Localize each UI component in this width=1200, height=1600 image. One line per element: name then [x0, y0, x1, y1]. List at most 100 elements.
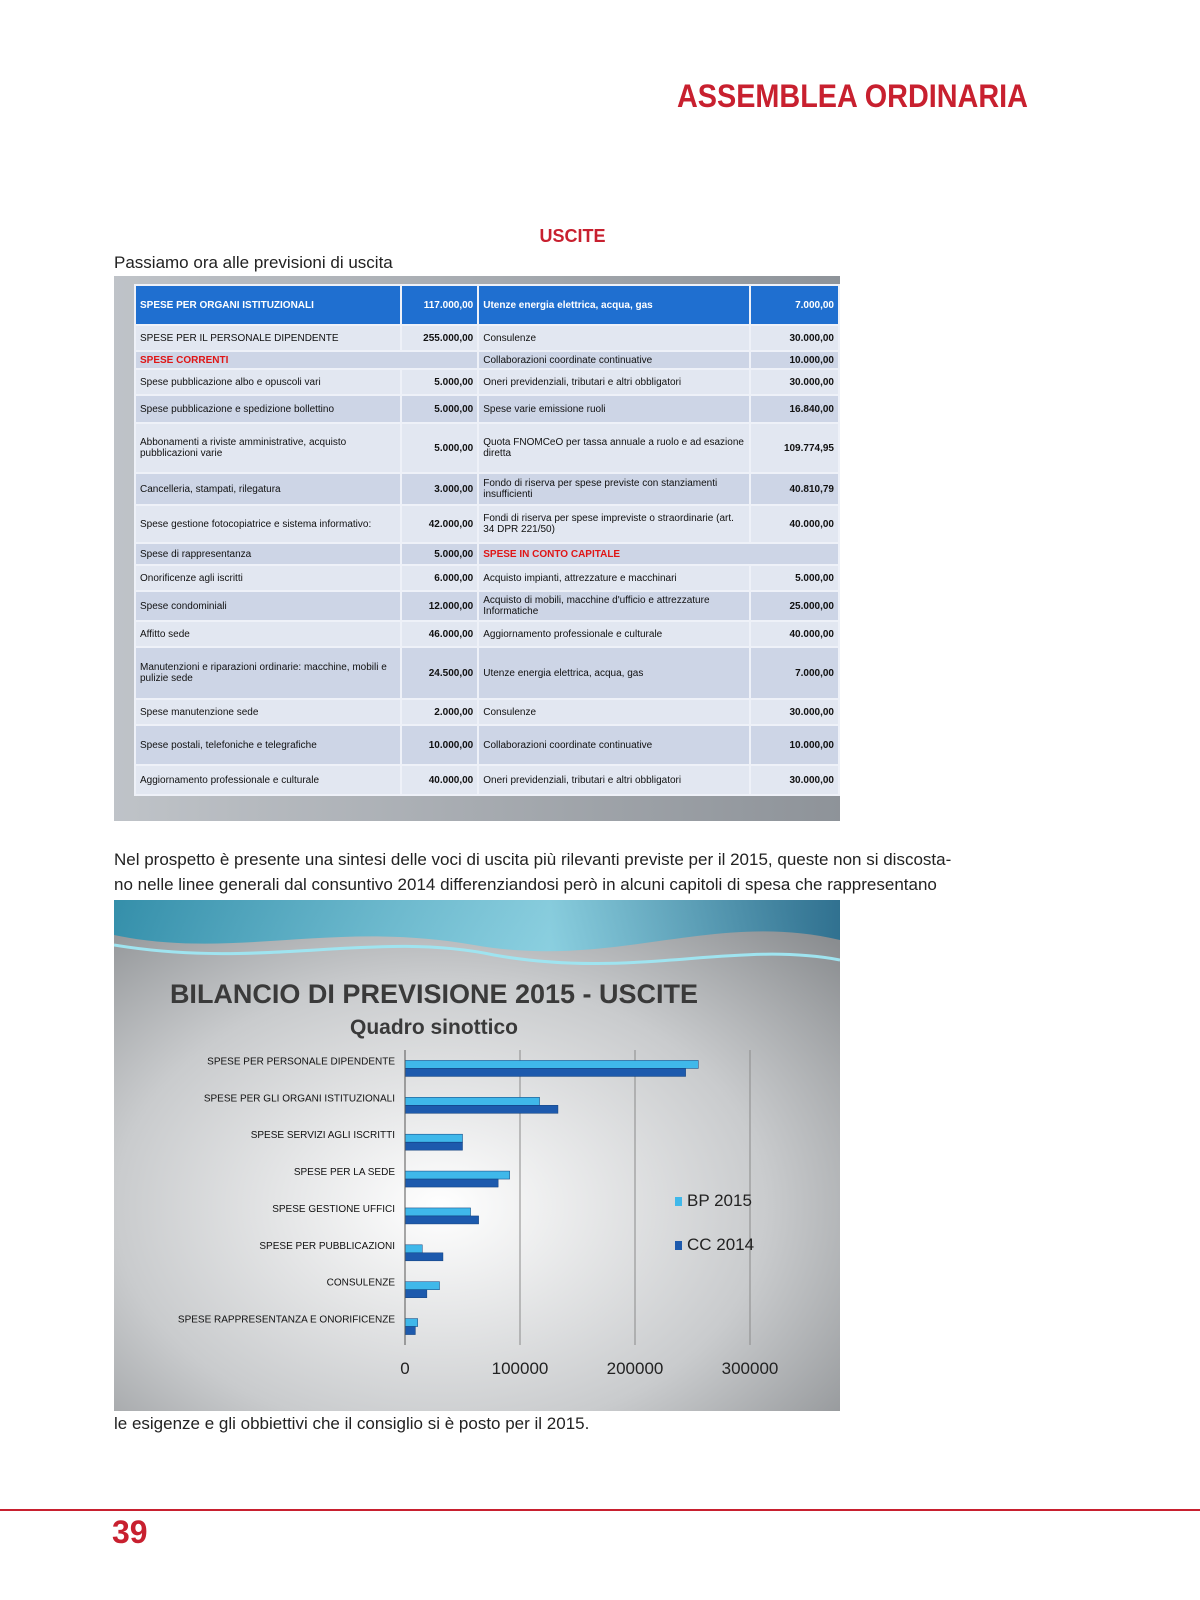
y-tick-label: SPESE GESTIONE UFFICI: [272, 1204, 395, 1215]
y-tick-label: SPESE PER LA SEDE: [294, 1167, 395, 1178]
bar: [404, 1178, 499, 1188]
table-cell: 3.000,00: [399, 472, 480, 506]
table-cell: 5.000,00: [399, 422, 480, 474]
table-cell: Spese manutenzione sede: [134, 698, 402, 726]
legend-label: BP 2015: [687, 1191, 752, 1210]
table-cell: SPESE PER ORGANI ISTITUZIONALI: [134, 284, 402, 326]
x-tick-label: 100000: [492, 1359, 549, 1378]
bar: [404, 1105, 559, 1114]
table-cell: Abbonamenti a riviste amministrative, ac…: [134, 422, 402, 474]
table-cell: 40.000,00: [748, 504, 840, 544]
chart: BILANCIO DI PREVISIONE 2015 - USCITE Qua…: [114, 900, 840, 1411]
legend-label: CC 2014: [687, 1235, 754, 1254]
table-row: SPESE PER ORGANI ISTITUZIONALI 117.000,00…: [134, 284, 840, 326]
table-cell: Spese pubblicazione albo e opuscoli vari: [134, 368, 402, 396]
table-row: Spese gestione fotocopiatrice e sistema …: [134, 504, 840, 544]
bar: [404, 1252, 444, 1262]
footer-rule: [0, 1509, 1200, 1511]
table-cell: 40.000,00: [748, 620, 840, 648]
legend-swatch: [675, 1197, 682, 1206]
bar: [404, 1326, 416, 1335]
table-cell: 5.000,00: [399, 542, 480, 566]
table-cell: 2.000,00: [399, 698, 480, 726]
x-tick-label: 300000: [722, 1359, 779, 1378]
table-cell: 30.000,00: [748, 368, 840, 396]
paragraph-line: no nelle linee generali dal consuntivo 2…: [114, 875, 937, 894]
table-row: Onorificenze agli iscritti 6.000,00 Acquis…: [134, 564, 840, 592]
table: SPESE PER ORGANI ISTITUZIONALI 117.000,00…: [133, 284, 840, 796]
table-cell: Manutenzioni e riparazioni ordinarie: ma…: [134, 646, 402, 700]
y-tick-label: SPESE PER GLI ORGANI ISTITUZIONALI: [204, 1093, 395, 1104]
table-cell: 10.000,00: [399, 724, 480, 766]
table-cell: Collaborazioni coordinate continuative: [477, 724, 751, 766]
wave: [114, 900, 840, 952]
table-row: Aggiornamento professionale e culturale 4…: [134, 764, 840, 796]
chart-title: BILANCIO DI PREVISIONE 2015 - USCITE: [170, 979, 698, 1009]
table-cell: 109.774,95: [748, 422, 840, 474]
table-row: Spese di rappresentanza 5.000,00 SPESE IN …: [134, 542, 840, 566]
table-cell: SPESE CORRENTI: [133, 350, 480, 370]
table-cell: Consulenze: [477, 698, 751, 726]
bar: [404, 1207, 471, 1217]
closing: le esigenze e gli obbiettivi che il cons…: [114, 1414, 590, 1433]
table-cell: Spese di rappresentanza: [134, 542, 402, 566]
table-cell: 30.000,00: [748, 764, 840, 796]
table-cell: Fondo di riserva per spese previste con …: [477, 472, 751, 506]
table-cell: 10.000,00: [748, 350, 840, 370]
table-cell: 24.500,00: [399, 646, 480, 700]
table-cell: Affitto sede: [134, 620, 402, 648]
table-cell: Spese gestione fotocopiatrice e sistema …: [134, 504, 402, 544]
wave-line: [114, 943, 840, 966]
bar: [404, 1289, 428, 1298]
table-row: SPESE PER IL PERSONALE DIPENDENTE 255.000…: [134, 324, 840, 352]
table-cell: 7.000,00: [748, 284, 840, 326]
y-tick-label: CONSULENZE: [327, 1278, 396, 1289]
bar: [404, 1060, 699, 1069]
y-tick-label: SPESE PER PERSONALE DIPENDENTE: [207, 1056, 395, 1067]
table-cell: Fondi di riserva per spese impreviste o …: [477, 504, 751, 544]
table-cell: Aggiornamento professionale e culturale: [134, 764, 402, 796]
table-cell: Onorificenze agli iscritti: [134, 564, 402, 592]
table-cell: Utenze energia elettrica, acqua, gas: [477, 284, 751, 326]
table-row: Manutenzioni e riparazioni ordinarie: ma…: [134, 646, 840, 700]
table-cell: Consulenze: [477, 324, 751, 352]
table-box: SPESE PER ORGANI ISTITUZIONALI 117.000,00…: [114, 276, 840, 821]
header-title: ASSEMBLEA ORDINARIA: [677, 78, 1028, 114]
table-cell: 25.000,00: [748, 590, 840, 622]
bar: [404, 1133, 463, 1143]
table-cell: Acquisto impianti, attrezzature e macchi…: [477, 564, 751, 592]
table-cell: SPESE PER IL PERSONALE DIPENDENTE: [134, 324, 402, 352]
table-cell: Aggiornamento professionale e culturale: [477, 620, 751, 648]
table-cell: 30.000,00: [748, 698, 840, 726]
table-cell: 12.000,00: [399, 590, 480, 622]
table-cell: 6.000,00: [399, 564, 480, 592]
table-cell: Utenze energia elettrica, acqua, gas: [477, 646, 751, 700]
table-cell: Oneri previdenziali, tributari e altri o…: [477, 764, 751, 796]
bar: [404, 1318, 418, 1327]
table-cell: 16.840,00: [748, 394, 840, 424]
page-number: 39: [112, 1514, 148, 1550]
table-cell: 10.000,00: [748, 724, 840, 766]
bar: [404, 1097, 540, 1106]
table-cell: 5.000,00: [748, 564, 840, 592]
chart-background: [114, 900, 840, 1411]
table-cell: SPESE IN CONTO CAPITALE: [477, 542, 840, 566]
intro: Passiamo ora alle previsioni di uscita: [114, 253, 393, 272]
table-row: Abbonamenti a riviste amministrative, ac…: [134, 422, 840, 474]
bar: [404, 1244, 423, 1254]
paragraph-line: Nel prospetto è presente una sintesi del…: [114, 850, 952, 869]
table-row: Spese manutenzione sede 2.000,00 Consulenz…: [134, 698, 840, 726]
table-cell: 46.000,00: [399, 620, 480, 648]
y-tick-label: SPESE PER PUBBLICAZIONI: [259, 1241, 395, 1252]
table-cell: 40.000,00: [399, 764, 480, 796]
table-cell: 5.000,00: [399, 368, 480, 396]
table-row: Spese pubblicazione e spedizione bollett…: [134, 394, 840, 424]
section-title: USCITE: [539, 226, 606, 246]
y-tick-label: SPESE SERVIZI AGLI ISCRITTI: [251, 1130, 395, 1141]
table-cell: 30.000,00: [748, 324, 840, 352]
table-cell: Acquisto di mobili, macchine d'ufficio e…: [477, 590, 751, 622]
table-cell: Spese varie emissione ruoli: [477, 394, 751, 424]
table-cell: 5.000,00: [399, 394, 480, 424]
table-cell: Collaborazioni coordinate continuative: [477, 350, 751, 370]
